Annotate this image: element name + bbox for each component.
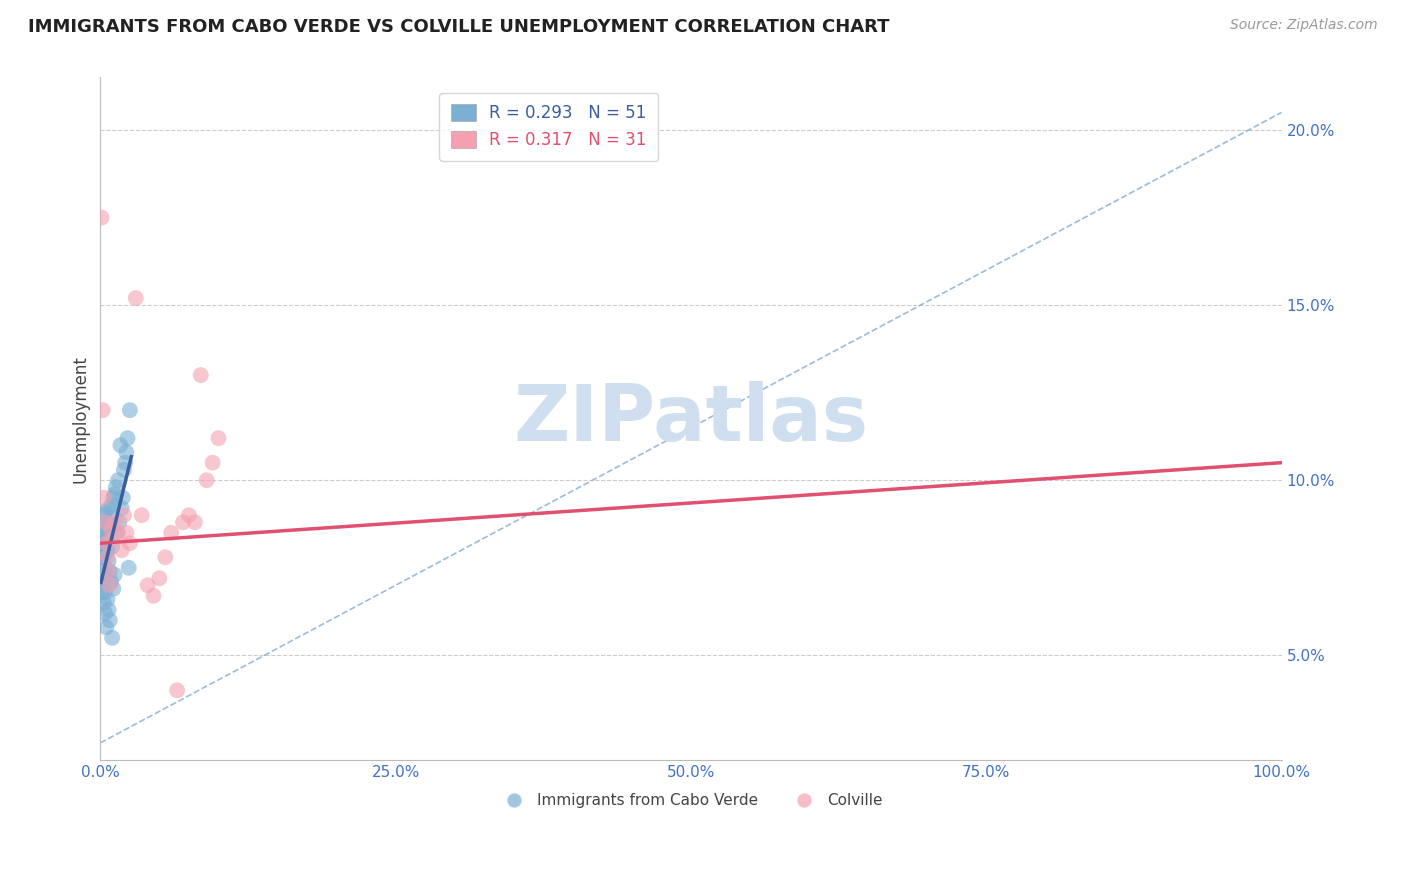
Point (103, 582, 125, 596)
Point (131, 508, 153, 523)
Point (111, 491, 134, 505)
Point (90, 543, 112, 558)
Point (98, 564, 121, 578)
Point (100, 574, 122, 589)
Y-axis label: Unemployment: Unemployment (72, 355, 89, 483)
Point (96, 550, 118, 565)
Point (177, 508, 200, 523)
Point (94, 518, 117, 533)
Point (125, 291, 148, 305)
Text: Source: ZipAtlas.com: Source: ZipAtlas.com (1230, 18, 1378, 32)
Point (115, 525, 138, 540)
Point (101, 533, 124, 547)
Point (94, 585, 117, 599)
Point (207, 431, 229, 445)
Point (104, 480, 127, 494)
Point (115, 445, 138, 459)
Point (117, 431, 139, 445)
Point (91, 550, 114, 565)
Point (94, 607, 117, 621)
Point (112, 508, 135, 523)
Point (96, 529, 118, 543)
Legend: Immigrants from Cabo Verde, Colville: Immigrants from Cabo Verde, Colville (494, 787, 889, 814)
Point (103, 515, 125, 529)
Point (108, 515, 131, 529)
Point (101, 498, 124, 512)
Point (136, 578, 159, 592)
Point (98, 578, 121, 592)
Point (90, 211, 112, 225)
Point (172, 515, 194, 529)
Point (91, 403, 114, 417)
Point (103, 567, 125, 582)
Point (96, 505, 118, 519)
Text: IMMIGRANTS FROM CABO VERDE VS COLVILLE UNEMPLOYMENT CORRELATION CHART: IMMIGRANTS FROM CABO VERDE VS COLVILLE U… (28, 18, 890, 36)
Text: ZIPatlas: ZIPatlas (513, 381, 869, 457)
Point (118, 536, 141, 550)
Point (100, 522, 122, 536)
Point (110, 543, 132, 558)
Point (91, 578, 114, 592)
Point (160, 525, 183, 540)
Point (96, 536, 118, 550)
Point (195, 473, 218, 487)
Point (90, 585, 112, 599)
Point (93, 491, 115, 505)
Point (101, 540, 124, 554)
Point (105, 525, 128, 540)
Point (148, 571, 170, 585)
Point (103, 487, 125, 501)
Point (96, 620, 118, 634)
Point (97, 554, 120, 568)
Point (97, 564, 120, 578)
Point (184, 515, 207, 529)
Point (142, 589, 165, 603)
Point (93, 596, 115, 610)
Point (190, 368, 212, 383)
Point (93, 533, 115, 547)
Point (110, 501, 132, 516)
Point (96, 543, 118, 558)
Point (114, 456, 136, 470)
Point (110, 438, 132, 452)
Point (103, 491, 125, 505)
Point (118, 561, 141, 575)
Point (93, 571, 115, 585)
Point (98, 613, 121, 627)
Point (96, 567, 118, 582)
Point (96, 592, 118, 607)
Point (166, 683, 188, 698)
Point (93, 508, 115, 523)
Point (155, 550, 177, 565)
Point (96, 515, 118, 529)
Point (118, 403, 141, 417)
Point (91, 536, 114, 550)
Point (90, 561, 112, 575)
Point (97, 603, 120, 617)
Point (107, 473, 129, 487)
Point (101, 631, 124, 645)
Point (94, 515, 117, 529)
Point (94, 547, 117, 561)
Point (91, 525, 114, 540)
Point (97, 501, 120, 516)
Point (93, 558, 115, 572)
Point (98, 522, 121, 536)
Point (201, 456, 224, 470)
Point (112, 463, 135, 477)
Point (100, 512, 122, 526)
Point (107, 525, 129, 540)
